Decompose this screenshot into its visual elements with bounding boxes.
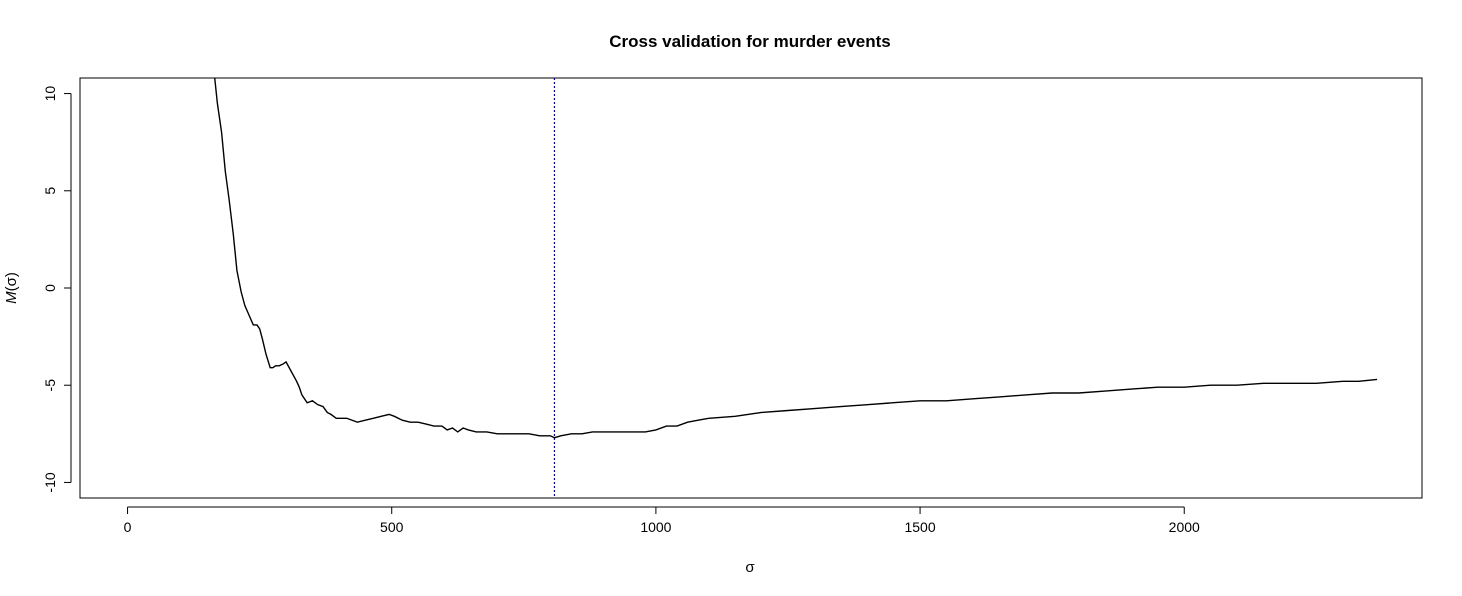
y-tick-label: 5 (42, 187, 58, 195)
series-line (214, 78, 1378, 439)
y-tick-label: -10 (42, 472, 58, 492)
y-axis: -10 -5 0 5 10 (42, 86, 72, 493)
y-axis-label: M(σ) (3, 272, 20, 304)
y-axis-label-prefix: M (3, 291, 20, 304)
x-axis-label: σ (745, 559, 755, 576)
x-axis: 0 500 1000 1500 2000 (124, 506, 1200, 535)
y-tick-label: -5 (42, 379, 58, 392)
y-tick-label: 10 (42, 86, 58, 102)
chart-title: Cross validation for murder events (609, 32, 891, 51)
x-tick-label: 0 (124, 519, 132, 535)
y-axis-label-suffix: (σ) (3, 272, 20, 291)
x-tick-label: 1500 (904, 519, 935, 535)
x-tick-label: 500 (380, 519, 404, 535)
x-tick-label: 2000 (1169, 519, 1200, 535)
plot-frame (79, 77, 1423, 499)
y-tick-label: 0 (42, 284, 58, 292)
x-tick-label: 1000 (640, 519, 671, 535)
